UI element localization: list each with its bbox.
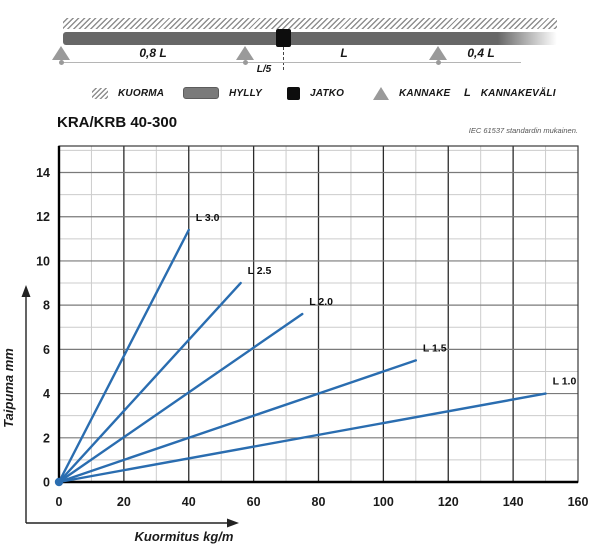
legend-label-kannakevali: KANNAKEVÄLI — [480, 87, 556, 99]
legend-label-jatko: JATKO — [310, 87, 345, 99]
series-label: L 2.5 — [248, 265, 272, 277]
y-tick-label: 14 — [36, 166, 50, 180]
span-label-mid: L — [340, 46, 348, 60]
x-tick-label: 40 — [182, 495, 196, 509]
x-axis-title: Kuormitus kg/m — [135, 529, 234, 544]
legend-label-kannake: KANNAKE — [399, 87, 451, 99]
support-dot-1 — [59, 60, 64, 65]
series-line — [57, 312, 304, 484]
x-tick-label: 80 — [312, 495, 326, 509]
series-label: L 2.0 — [309, 296, 333, 308]
deflection-chart: L 3.0 L 2.5 L 2.0 L 1.5 L 1.0 0 20 40 60 80 100 120… — [0, 140, 600, 552]
legend-label-hylly: HYLLY — [229, 87, 263, 99]
load-hatch — [63, 18, 557, 29]
y-tick-label: 0 — [43, 476, 50, 490]
span-label-left: 0,8 L — [139, 46, 167, 60]
support-triangle-1 — [52, 46, 70, 60]
diagram-legend: KUORMA HYLLY JATKO KANNAKE L KANNAKEVÄLI — [0, 84, 600, 104]
legend-label-kuorma: KUORMA — [118, 87, 165, 99]
x-tick-label: 140 — [503, 495, 524, 509]
deflection-chart-svg: L 3.0L 2.5L 2.0L 1.5L 1.00 20 40 60 80 100 120… — [1, 145, 589, 544]
y-tick-label: 8 — [43, 299, 50, 313]
shelf-bar — [63, 32, 557, 45]
y-tick-label: 2 — [43, 431, 50, 445]
series-label: L 3.0 — [196, 212, 220, 224]
y-tick-label: 4 — [43, 387, 50, 401]
support-dot-2 — [243, 60, 248, 65]
joint-square-icon — [287, 86, 300, 100]
page-title: KRA/KRB 40-300 — [57, 114, 178, 131]
y-tick-label: 12 — [36, 210, 50, 224]
installation-diagram: 0,8 L L/5 L 0,4 L — [0, 0, 600, 110]
joint-marker — [276, 29, 291, 47]
series-line — [57, 359, 418, 484]
legend-item-hylly: HYLLY — [183, 84, 262, 102]
support-triangle-icon — [373, 86, 389, 100]
legend-item-kuorma: KUORMA — [92, 84, 164, 102]
shelf-bar-icon — [183, 87, 219, 99]
y-axis-arrowhead-icon — [21, 285, 31, 297]
y-tick-label: 6 — [43, 343, 50, 357]
joint-dashed-line — [283, 47, 284, 70]
support-dot-3 — [436, 60, 441, 65]
legend-item-jatko: JATKO — [287, 84, 344, 102]
x-tick-label: 120 — [438, 495, 459, 509]
origin-point — [54, 477, 64, 487]
series-label: L 1.5 — [423, 342, 447, 354]
support-triangle-2 — [236, 46, 254, 60]
joint-offset-label: L/5 — [256, 64, 272, 75]
legend-item-kannakevali: L KANNAKEVÄLI — [464, 84, 556, 102]
x-axis-arrowhead-icon — [227, 518, 239, 528]
x-tick-label: 20 — [117, 495, 131, 509]
x-tick-label: 160 — [568, 495, 589, 509]
x-tick-label: 100 — [373, 495, 394, 509]
series-line — [57, 392, 547, 484]
x-tick-label: 60 — [247, 495, 261, 509]
series-line — [57, 281, 242, 484]
x-tick-label: 0 — [56, 495, 63, 509]
span-label-right: 0,4 L — [467, 46, 495, 60]
span-baseline — [61, 62, 521, 63]
load-hatch-icon — [92, 87, 108, 99]
y-tick-label: 10 — [36, 254, 50, 268]
standard-note: IEC 61537 standardin mukainen. — [468, 126, 578, 135]
legend-item-kannake: KANNAKE — [373, 84, 450, 102]
span-letter-icon: L — [464, 87, 471, 99]
y-axis-title: Taipuma mm — [1, 348, 16, 428]
support-triangle-3 — [429, 46, 447, 60]
series-line — [57, 228, 190, 484]
series-label: L 1.0 — [553, 376, 577, 388]
